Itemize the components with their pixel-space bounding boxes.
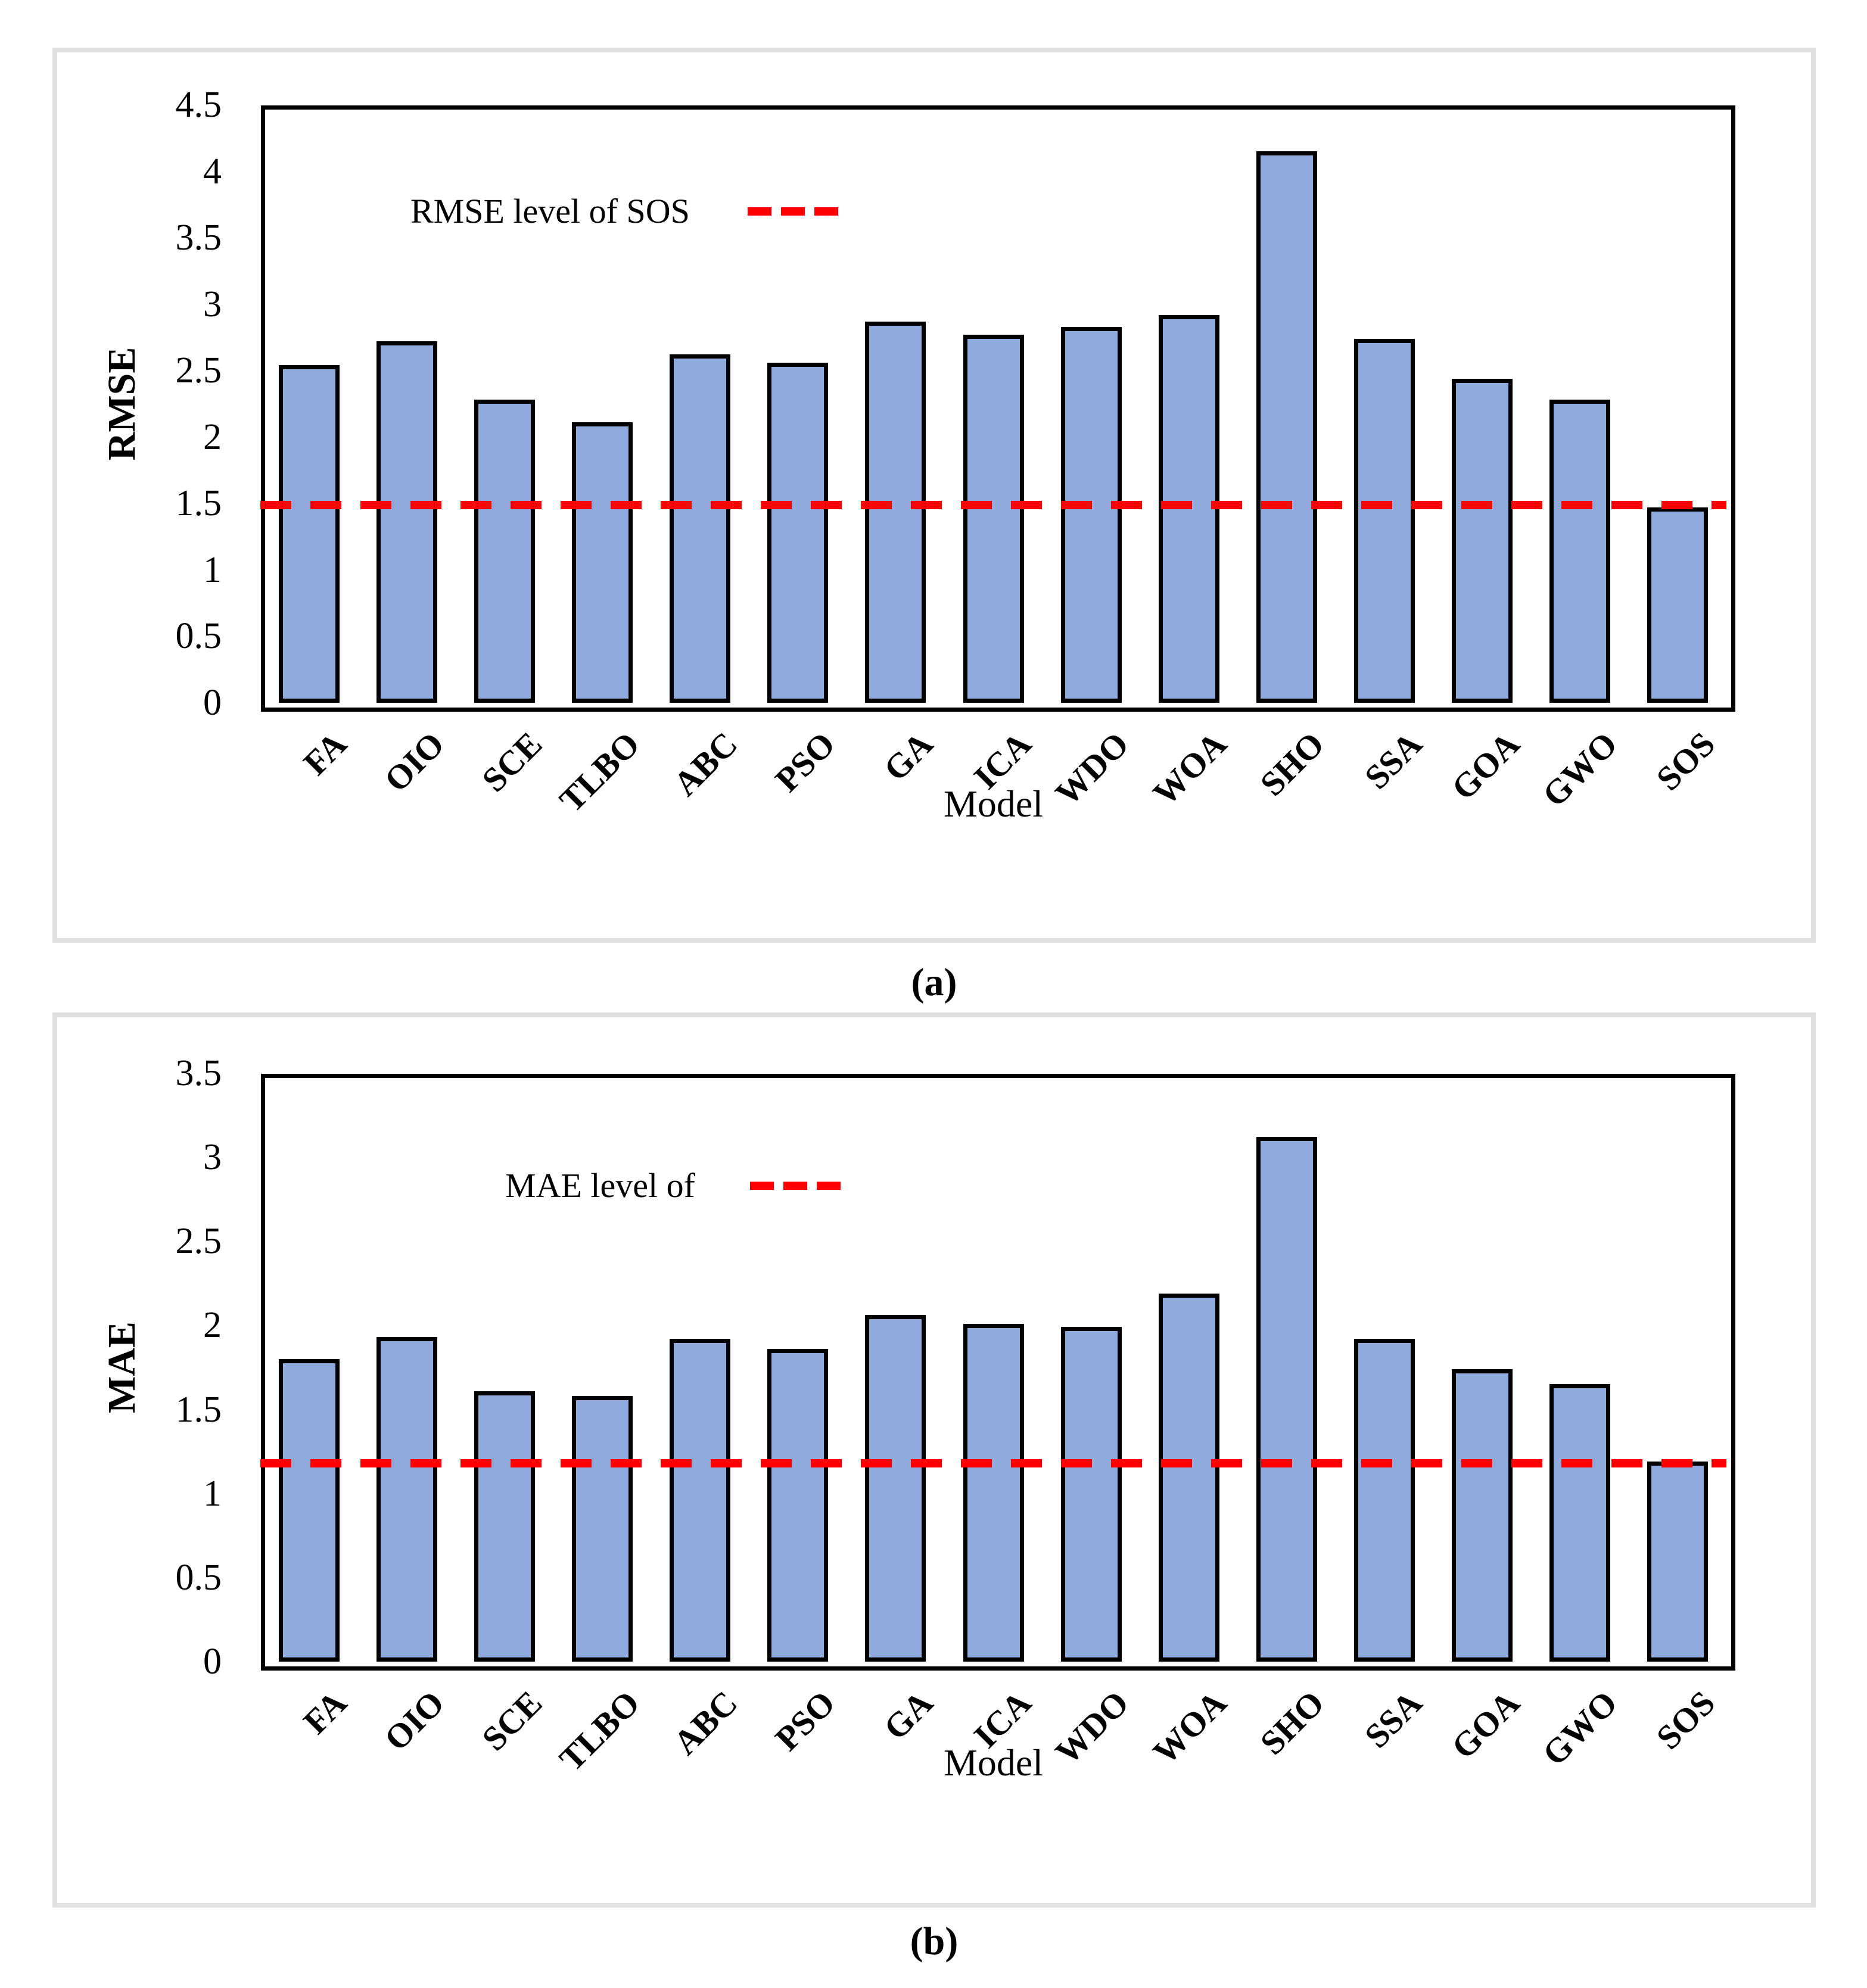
legend-label-b: MAE level of [505,1166,695,1205]
x-axis-title-a: Model [943,783,1044,825]
subfigure-caption-a: (a) [911,961,957,1004]
legend-dash-sample-b [750,1182,841,1190]
plot-area-border-b [261,1074,1735,1671]
legend-label-a: RMSE level of SOS [410,192,690,230]
legend-dash-sample-a [748,207,838,216]
y-axis-title-text-b: MAE [100,1322,144,1413]
y-axis-title-text-a: RMSE [100,347,144,461]
subfigure-caption-b: (b) [910,1920,959,1963]
x-axis-title-b: Model [943,1741,1044,1784]
